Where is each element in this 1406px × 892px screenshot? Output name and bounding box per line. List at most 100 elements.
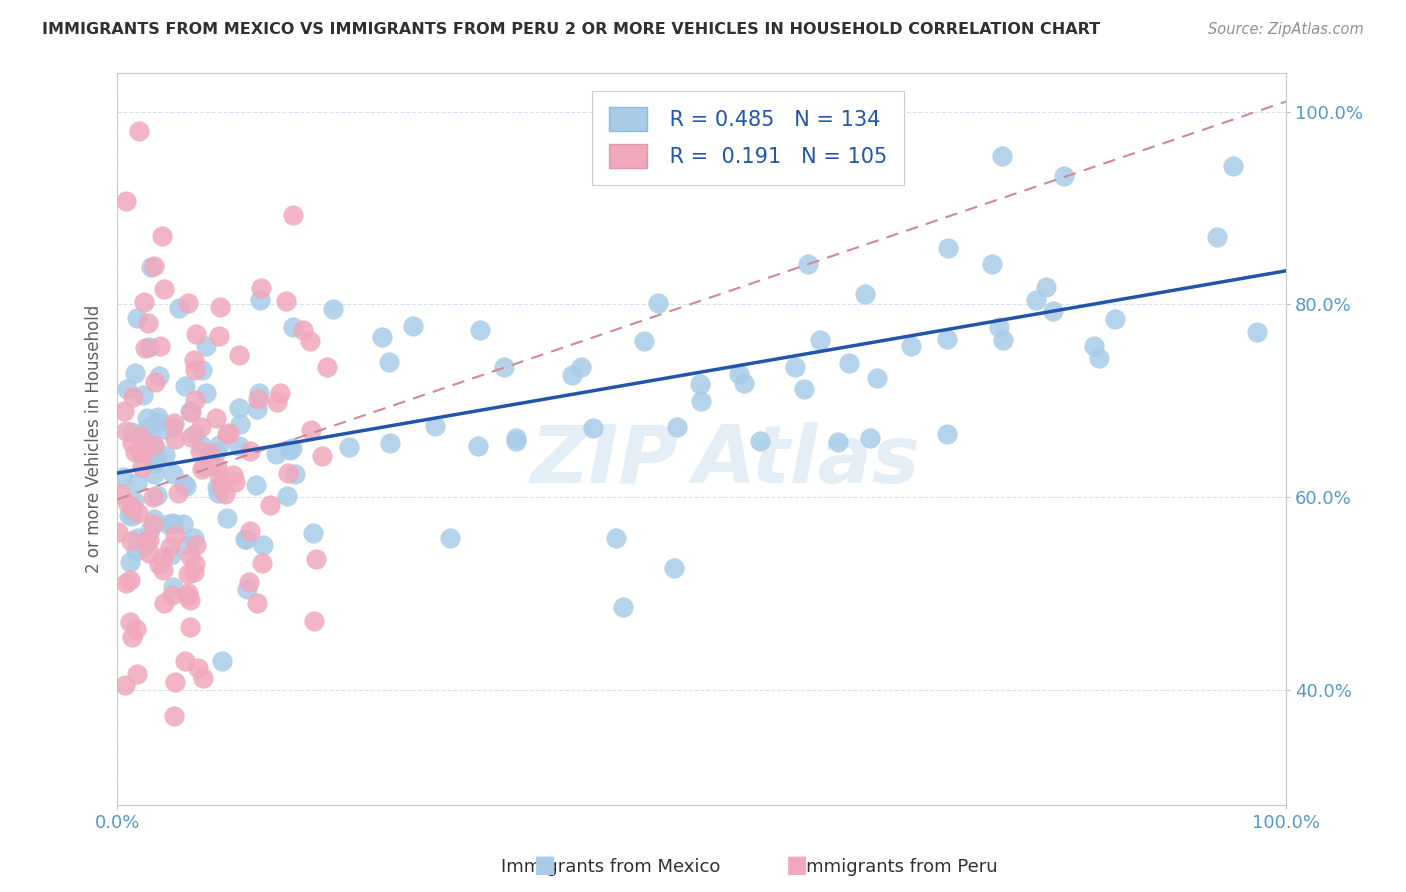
Point bbox=[277, 466, 299, 480]
Point bbox=[162, 580, 184, 594]
Point bbox=[179, 404, 201, 418]
Point bbox=[198, 446, 221, 460]
Point bbox=[172, 517, 194, 532]
Point bbox=[146, 488, 169, 502]
Point bbox=[128, 124, 150, 138]
Point bbox=[247, 385, 270, 400]
Point bbox=[149, 339, 172, 353]
Point bbox=[987, 319, 1010, 334]
Point bbox=[165, 432, 187, 446]
Point bbox=[118, 556, 141, 570]
Point bbox=[371, 330, 394, 344]
Point bbox=[569, 360, 592, 375]
Point bbox=[142, 490, 165, 504]
Point bbox=[142, 259, 165, 273]
Point bbox=[193, 458, 215, 473]
Point bbox=[162, 467, 184, 481]
Point bbox=[118, 615, 141, 630]
Y-axis label: 2 or more Vehicles in Household: 2 or more Vehicles in Household bbox=[86, 305, 103, 574]
Point bbox=[112, 470, 135, 484]
Point bbox=[180, 405, 202, 419]
Point bbox=[107, 524, 129, 539]
Point bbox=[980, 257, 1002, 271]
Point bbox=[125, 310, 148, 325]
Point bbox=[207, 460, 229, 475]
Point bbox=[505, 434, 527, 449]
Point bbox=[188, 443, 211, 458]
Point bbox=[162, 419, 184, 434]
Point bbox=[117, 497, 139, 511]
Point bbox=[183, 393, 205, 408]
Point bbox=[121, 630, 143, 644]
Point bbox=[186, 327, 208, 342]
Point bbox=[1104, 311, 1126, 326]
Point bbox=[280, 441, 302, 455]
Point bbox=[184, 363, 207, 377]
Point bbox=[184, 558, 207, 572]
Point bbox=[299, 423, 322, 437]
Point bbox=[281, 320, 304, 334]
Point bbox=[439, 531, 461, 545]
Point bbox=[647, 295, 669, 310]
Point bbox=[793, 382, 815, 396]
Point bbox=[110, 487, 132, 501]
Point bbox=[938, 241, 960, 255]
Point bbox=[269, 385, 291, 400]
Point bbox=[136, 419, 159, 434]
Point bbox=[278, 442, 301, 457]
Point bbox=[612, 599, 634, 614]
Point bbox=[233, 533, 256, 547]
Point bbox=[163, 416, 186, 430]
Point bbox=[138, 546, 160, 560]
Point bbox=[152, 563, 174, 577]
Point bbox=[235, 532, 257, 546]
Point bbox=[264, 447, 287, 461]
Point bbox=[247, 392, 270, 406]
Point bbox=[124, 445, 146, 459]
Point bbox=[224, 475, 246, 489]
Point bbox=[142, 516, 165, 531]
Point bbox=[689, 394, 711, 409]
Point bbox=[122, 390, 145, 404]
Point bbox=[208, 438, 231, 452]
Point bbox=[561, 368, 583, 382]
Point bbox=[163, 675, 186, 690]
Point bbox=[153, 597, 176, 611]
Point bbox=[209, 478, 232, 492]
Point bbox=[1042, 304, 1064, 318]
Point bbox=[177, 296, 200, 310]
Point bbox=[284, 467, 307, 482]
Point bbox=[1035, 280, 1057, 294]
Point bbox=[114, 678, 136, 692]
Point bbox=[298, 334, 321, 349]
Point bbox=[125, 531, 148, 545]
Point bbox=[217, 427, 239, 442]
Point bbox=[142, 512, 165, 526]
Point bbox=[853, 287, 876, 301]
Text: ZIP Atlas: ZIP Atlas bbox=[530, 422, 920, 500]
Point bbox=[666, 419, 689, 434]
Point bbox=[191, 671, 214, 685]
Point bbox=[1087, 351, 1109, 365]
Point bbox=[191, 363, 214, 377]
Point bbox=[266, 394, 288, 409]
Point bbox=[207, 480, 229, 494]
Point bbox=[250, 556, 273, 570]
Point bbox=[136, 316, 159, 330]
Point bbox=[139, 260, 162, 275]
Point bbox=[749, 434, 772, 449]
Point bbox=[689, 376, 711, 391]
Point bbox=[145, 450, 167, 464]
Point bbox=[605, 531, 627, 545]
Point bbox=[664, 561, 686, 575]
Point bbox=[229, 417, 252, 432]
Text: ■: ■ bbox=[786, 854, 808, 878]
Point bbox=[238, 575, 260, 590]
Point bbox=[214, 487, 236, 501]
Point bbox=[250, 281, 273, 295]
Point bbox=[180, 430, 202, 444]
Point bbox=[936, 332, 959, 346]
Point bbox=[160, 517, 183, 532]
Point bbox=[129, 429, 152, 443]
Point bbox=[827, 435, 849, 450]
